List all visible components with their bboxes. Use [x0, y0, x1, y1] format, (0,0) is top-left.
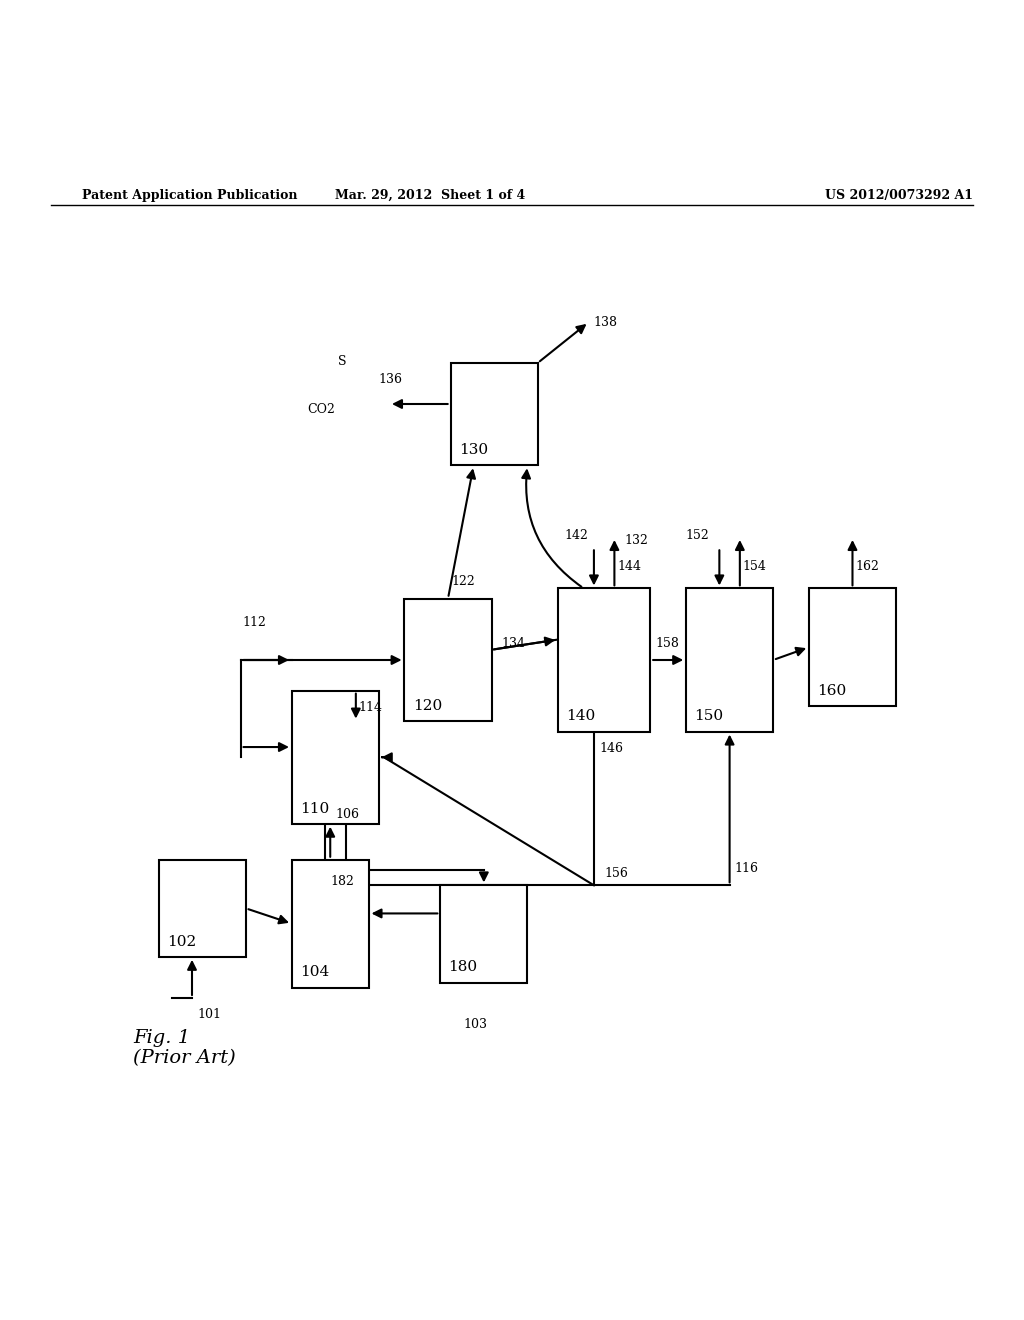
Text: 112: 112 — [243, 616, 266, 630]
Text: 103: 103 — [463, 1019, 487, 1031]
Text: 146: 146 — [599, 742, 623, 755]
Text: 156: 156 — [604, 867, 628, 880]
Text: 180: 180 — [449, 961, 477, 974]
Text: 140: 140 — [566, 709, 596, 723]
Text: 142: 142 — [565, 529, 589, 543]
Text: 150: 150 — [694, 709, 723, 723]
Text: 106: 106 — [335, 808, 359, 821]
Text: S: S — [338, 355, 346, 368]
FancyBboxPatch shape — [292, 859, 369, 987]
Text: 104: 104 — [300, 965, 330, 979]
Text: 101: 101 — [197, 1008, 221, 1022]
Text: Patent Application Publication: Patent Application Publication — [82, 189, 297, 202]
Text: 160: 160 — [817, 684, 847, 698]
Text: 130: 130 — [459, 444, 487, 457]
Text: 132: 132 — [625, 535, 648, 548]
Text: 152: 152 — [685, 529, 709, 543]
Text: 158: 158 — [655, 636, 679, 649]
Text: Mar. 29, 2012  Sheet 1 of 4: Mar. 29, 2012 Sheet 1 of 4 — [335, 189, 525, 202]
Text: CO2: CO2 — [307, 403, 335, 416]
FancyBboxPatch shape — [558, 589, 650, 731]
Text: 144: 144 — [617, 560, 641, 573]
Text: 102: 102 — [167, 935, 197, 949]
Text: 138: 138 — [594, 315, 617, 329]
FancyBboxPatch shape — [686, 589, 773, 731]
Text: 122: 122 — [451, 576, 475, 589]
Text: 110: 110 — [300, 801, 330, 816]
FancyBboxPatch shape — [404, 598, 492, 722]
FancyBboxPatch shape — [292, 690, 379, 824]
Text: 120: 120 — [413, 700, 442, 713]
Text: Fig. 1
(Prior Art): Fig. 1 (Prior Art) — [133, 1028, 236, 1068]
Text: 154: 154 — [743, 560, 767, 573]
Text: US 2012/0073292 A1: US 2012/0073292 A1 — [824, 189, 973, 202]
Text: 134: 134 — [502, 636, 525, 649]
FancyBboxPatch shape — [440, 886, 527, 982]
Text: 116: 116 — [735, 862, 759, 875]
Text: 182: 182 — [330, 875, 354, 888]
FancyBboxPatch shape — [809, 589, 896, 706]
FancyBboxPatch shape — [159, 859, 246, 957]
FancyBboxPatch shape — [451, 363, 538, 466]
Text: 114: 114 — [358, 701, 383, 714]
Text: 136: 136 — [379, 372, 402, 385]
Text: 162: 162 — [856, 560, 880, 573]
